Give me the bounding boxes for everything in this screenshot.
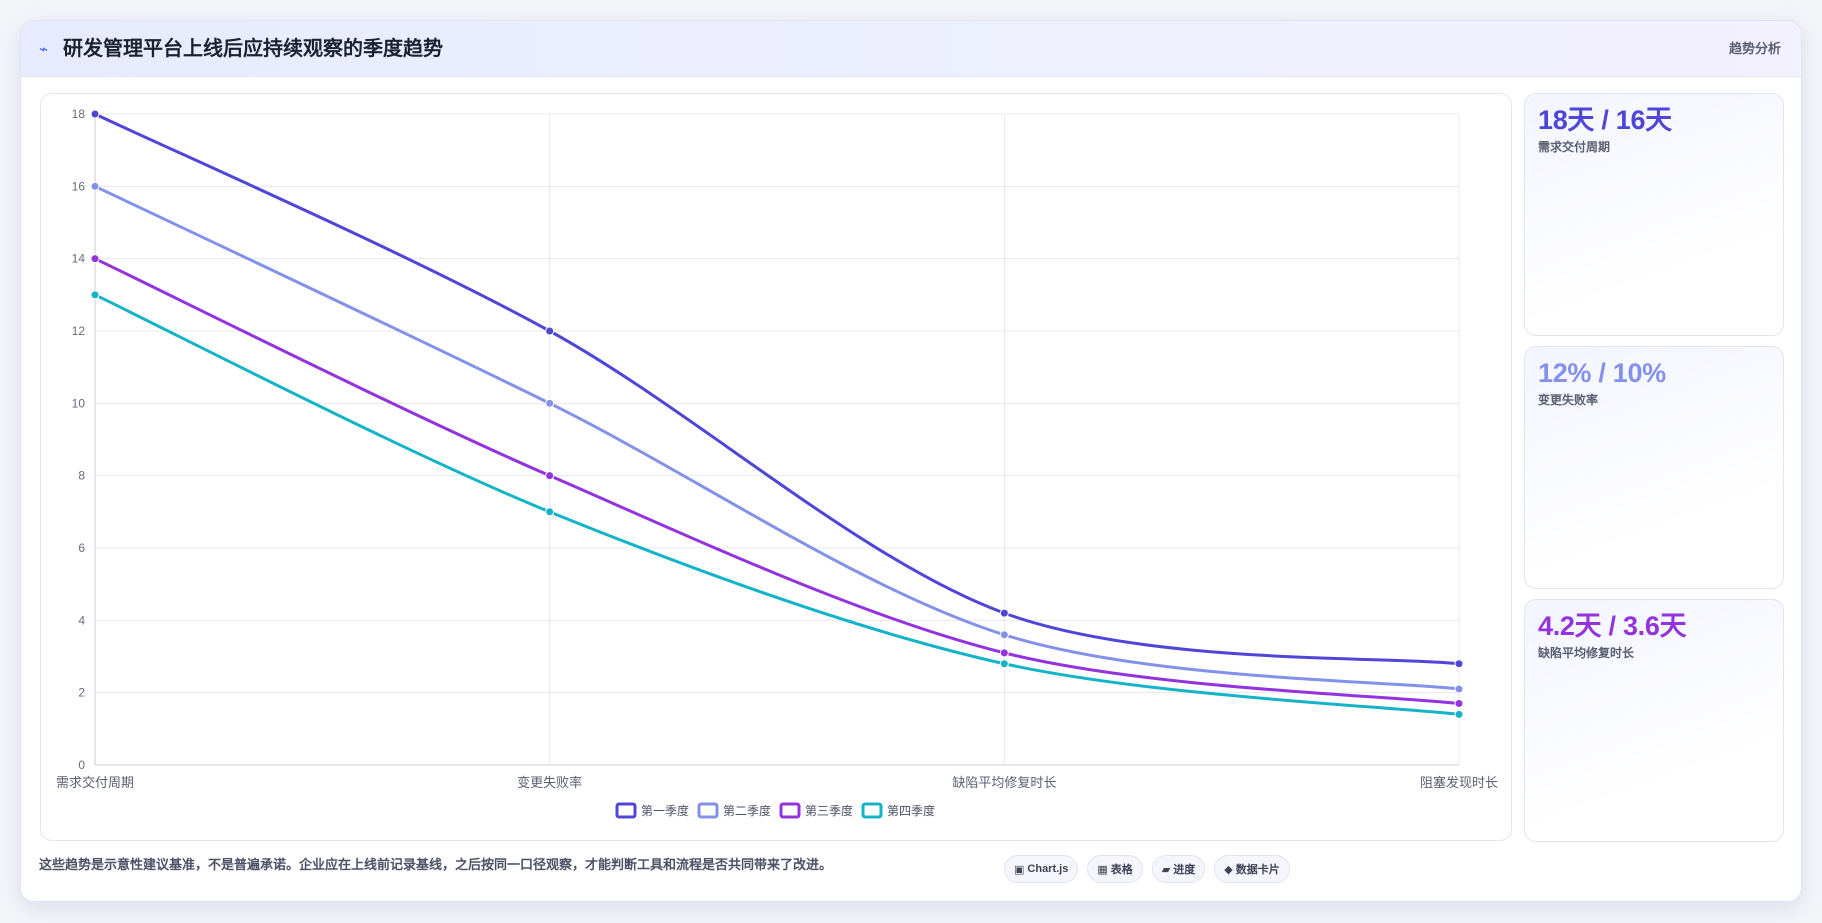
legend-swatch [779,802,801,819]
header-tag: 趋势分析 [1728,41,1781,56]
x-tick-label: 阻塞发现时长 [1420,775,1498,790]
y-tick-label: 16 [72,179,86,193]
table-icon: ▦ [1097,862,1108,876]
card-header: ⌁ 研发管理平台上线后应持续观察的季度趋势 趋势分析 [21,21,1801,77]
kpi-label: 缺陷平均修复时长 [1538,646,1635,660]
series-line [94,184,1460,691]
pill-label: 数据卡片 [1235,864,1280,876]
chart-legend: 第一季度 第二季度 第三季度 第四季度 [615,802,935,819]
x-tick-label: 缺陷平均修复时长 [952,775,1056,790]
legend-label: 第二季度 [723,803,771,818]
legend-label: 第一季度 [641,803,689,818]
y-tick-label: 8 [78,469,85,483]
pill-label: 表格 [1110,864,1133,876]
page-title: 研发管理平台上线后应持续观察的季度趋势 [63,38,443,60]
pill-table[interactable]: ▦ 表格 [1087,855,1143,883]
card-icon: ◆ [1224,862,1233,876]
legend-swatch [861,802,883,819]
data-point [1454,659,1464,669]
data-point [90,181,100,191]
data-point [545,326,555,336]
y-tick-label: 12 [72,324,86,338]
pill-label: Chart.js [1027,863,1069,875]
kpi-label: 变更失败率 [1538,393,1599,407]
kpi-card-defect-fix-time: 4.2天 / 3.6天 缺陷平均修复时长 [1524,599,1784,842]
data-point [999,648,1009,658]
data-point [545,471,555,481]
legend-label: 第三季度 [805,803,853,818]
legend-swatch [615,802,637,819]
kpi-value: 4.2天 / 3.6天 [1538,611,1687,641]
data-point [545,507,555,517]
pill-label: 进度 [1173,864,1196,876]
kpi-value: 12% / 10% [1538,358,1666,388]
data-point [999,608,1009,618]
kpi-card-change-failure-rate: 12% / 10% 变更失败率 [1524,346,1784,589]
pill-data-card[interactable]: ◆ 数据卡片 [1214,855,1290,883]
x-tick-label: 变更失败率 [517,775,582,790]
series-line [94,112,1460,666]
footnote: 这些趋势是示意性建议基准，不是普遍承诺。企业应在上线前记录基线，之后按同一口径观… [39,857,833,872]
data-point [90,254,100,264]
y-tick-label: 14 [72,252,86,266]
y-tick-label: 2 [78,686,85,700]
data-point [90,109,100,119]
y-tick-label: 18 [72,107,86,121]
data-point [1454,709,1464,719]
data-point [999,630,1009,640]
x-tick-label: 需求交付周期 [56,775,134,790]
y-tick-label: 0 [78,758,85,772]
data-point [1454,699,1464,709]
kpi-value: 18天 / 16天 [1538,105,1672,135]
series-line [94,257,1460,706]
y-tick-label: 10 [72,396,86,410]
pill-chartjs[interactable]: ▣ Chart.js [1004,855,1079,883]
data-point [1454,684,1464,694]
series-line [94,293,1460,716]
kpi-label: 需求交付周期 [1538,140,1611,154]
kpi-card-delivery-cycle: 18天 / 16天 需求交付周期 [1524,93,1784,336]
data-point [90,290,100,300]
chart-panel: 0 2 4 6 8 10 12 14 16 18 需求交付周期 变更失败率 缺陷平均修复时长 阻塞发现时长… [40,93,1512,841]
data-point [545,398,555,408]
legend-label: 第四季度 [887,803,935,818]
line-chart: 0 2 4 6 8 10 12 14 16 18 需求交付周期 变更失败率 缺陷平均修复时长 阻塞发现时长… [56,107,1498,819]
data-point [999,659,1009,669]
y-tick-label: 4 [78,613,85,627]
y-tick-label: 6 [78,541,85,555]
trend-icon: ⌁ [39,40,49,58]
pill-progress[interactable]: ▰ 进度 [1151,855,1206,883]
progress-icon: ▰ [1161,862,1171,876]
chart-icon: ▣ [1014,862,1025,876]
dashboard-card: ⌁ 研发管理平台上线后应持续观察的季度趋势 趋势分析 0 2 4 6 8 10 12 14 16… [20,20,1802,902]
feature-pills: ▣ Chart.js ▦ 表格 ▰ 进度 ◆ 数据卡片 [1004,855,1290,883]
legend-swatch [697,802,719,819]
